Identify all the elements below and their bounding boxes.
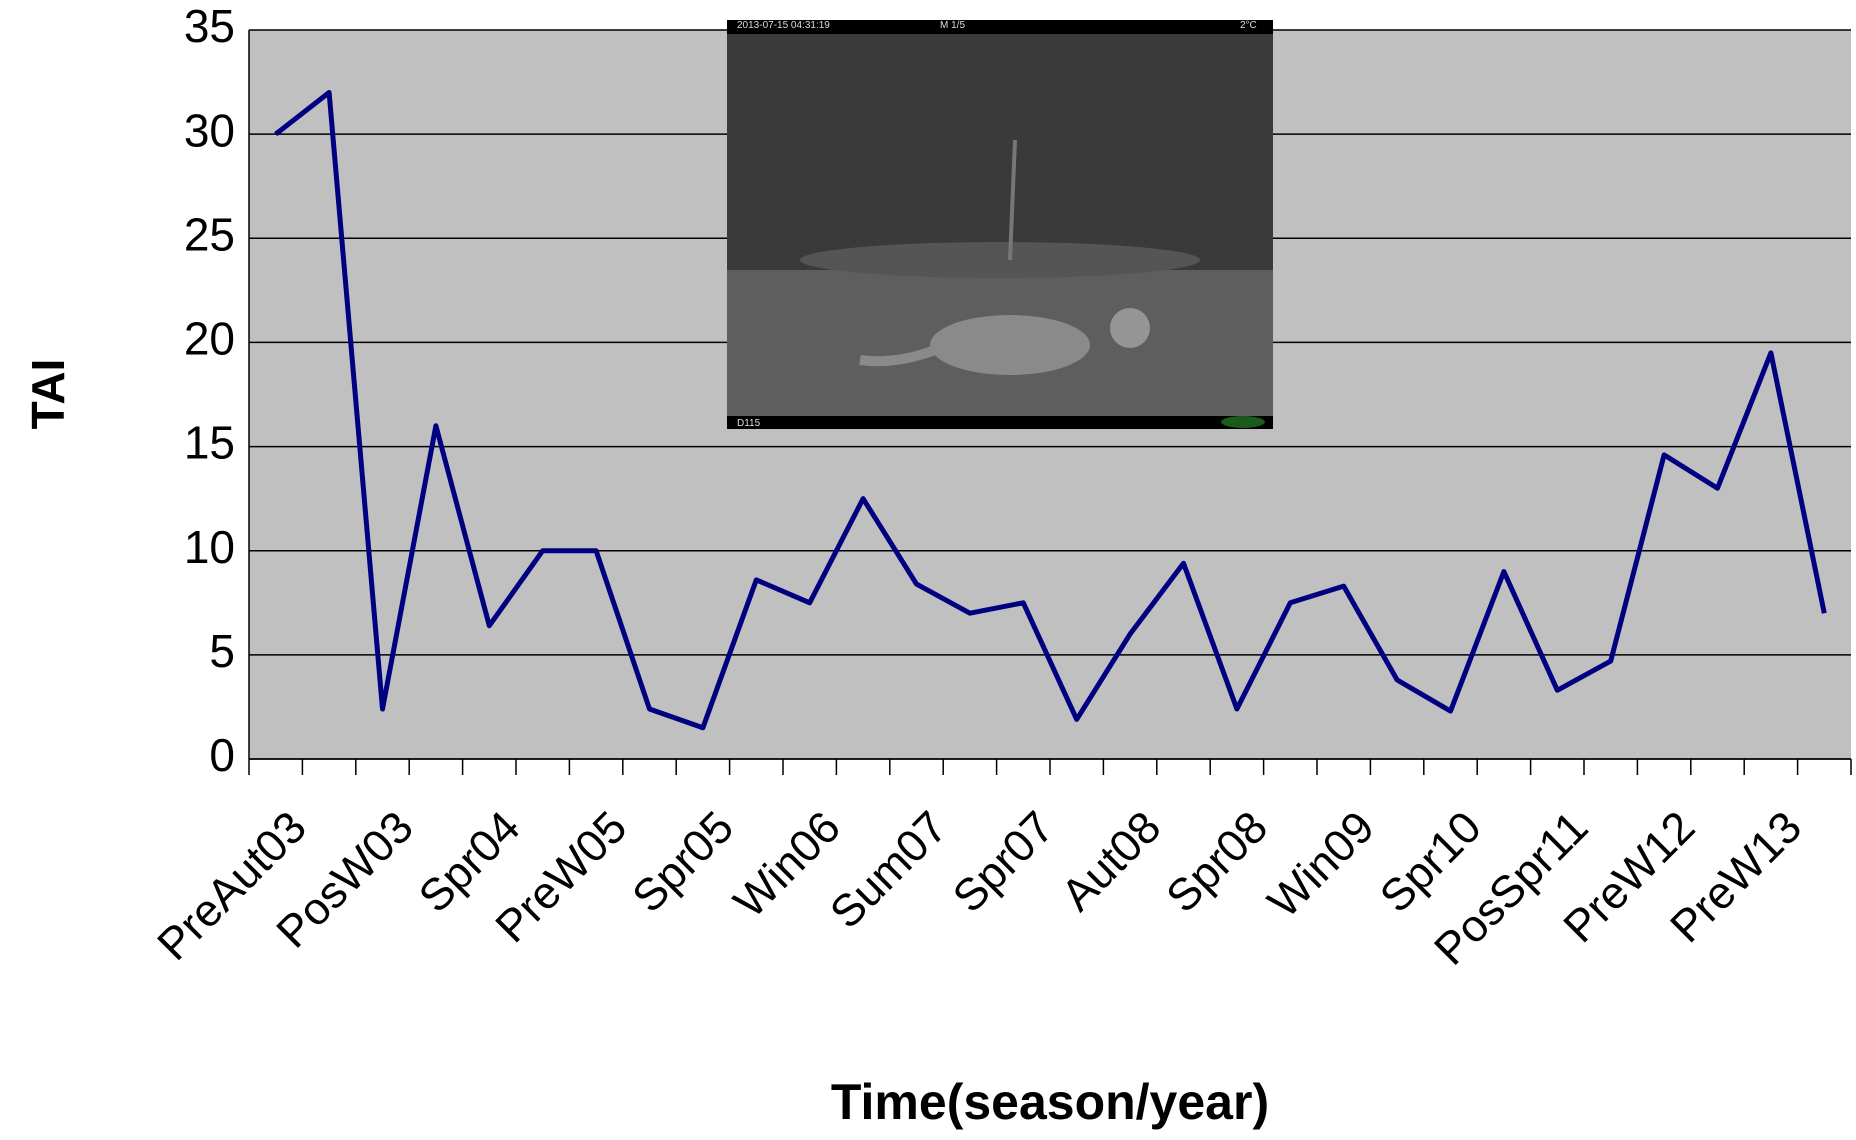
- photo-bushes: [800, 242, 1200, 278]
- y-tick-label: 10: [184, 521, 235, 573]
- x-tick-label: Spr05: [622, 801, 743, 922]
- y-tick-label: 15: [184, 417, 235, 469]
- x-tick-label: Spr08: [1156, 801, 1277, 922]
- photo-cat-body: [930, 315, 1090, 375]
- x-axis-title: Time(season/year): [831, 1074, 1269, 1130]
- y-tick-label: 5: [209, 625, 235, 677]
- y-tick-label: 20: [184, 313, 235, 365]
- photo-logo: [1221, 416, 1265, 428]
- x-tick-label: Win09: [1258, 801, 1384, 927]
- photo-frame: M 1/5: [940, 20, 965, 31]
- x-tick-label: Spr07: [943, 801, 1064, 922]
- page: 05101520253035 PreAut03PosW03Spr04PreW05…: [0, 0, 1856, 1135]
- y-tick-label: 30: [184, 104, 235, 156]
- x-tick-label: Aut08: [1051, 801, 1170, 920]
- y-axis-title: TAI: [22, 359, 74, 430]
- photo-footer-bar: [727, 416, 1273, 429]
- photo-temperature: 2°C: [1240, 20, 1257, 31]
- y-tick-label: 0: [209, 729, 235, 781]
- y-tick-label: 35: [184, 0, 235, 52]
- photo-cat-head: [1110, 308, 1150, 348]
- photo-id: D115: [737, 418, 761, 429]
- y-tick-label: 25: [184, 208, 235, 260]
- x-tick-label: Sum07: [820, 801, 957, 938]
- chart: 05101520253035 PreAut03PosW03Spr04PreW05…: [0, 0, 1856, 1135]
- photo-timestamp: 2013-07-15 04:31:19: [737, 20, 830, 31]
- inset-photo: 2013-07-15 04:31:19 M 1/5 2°C D115: [727, 20, 1273, 429]
